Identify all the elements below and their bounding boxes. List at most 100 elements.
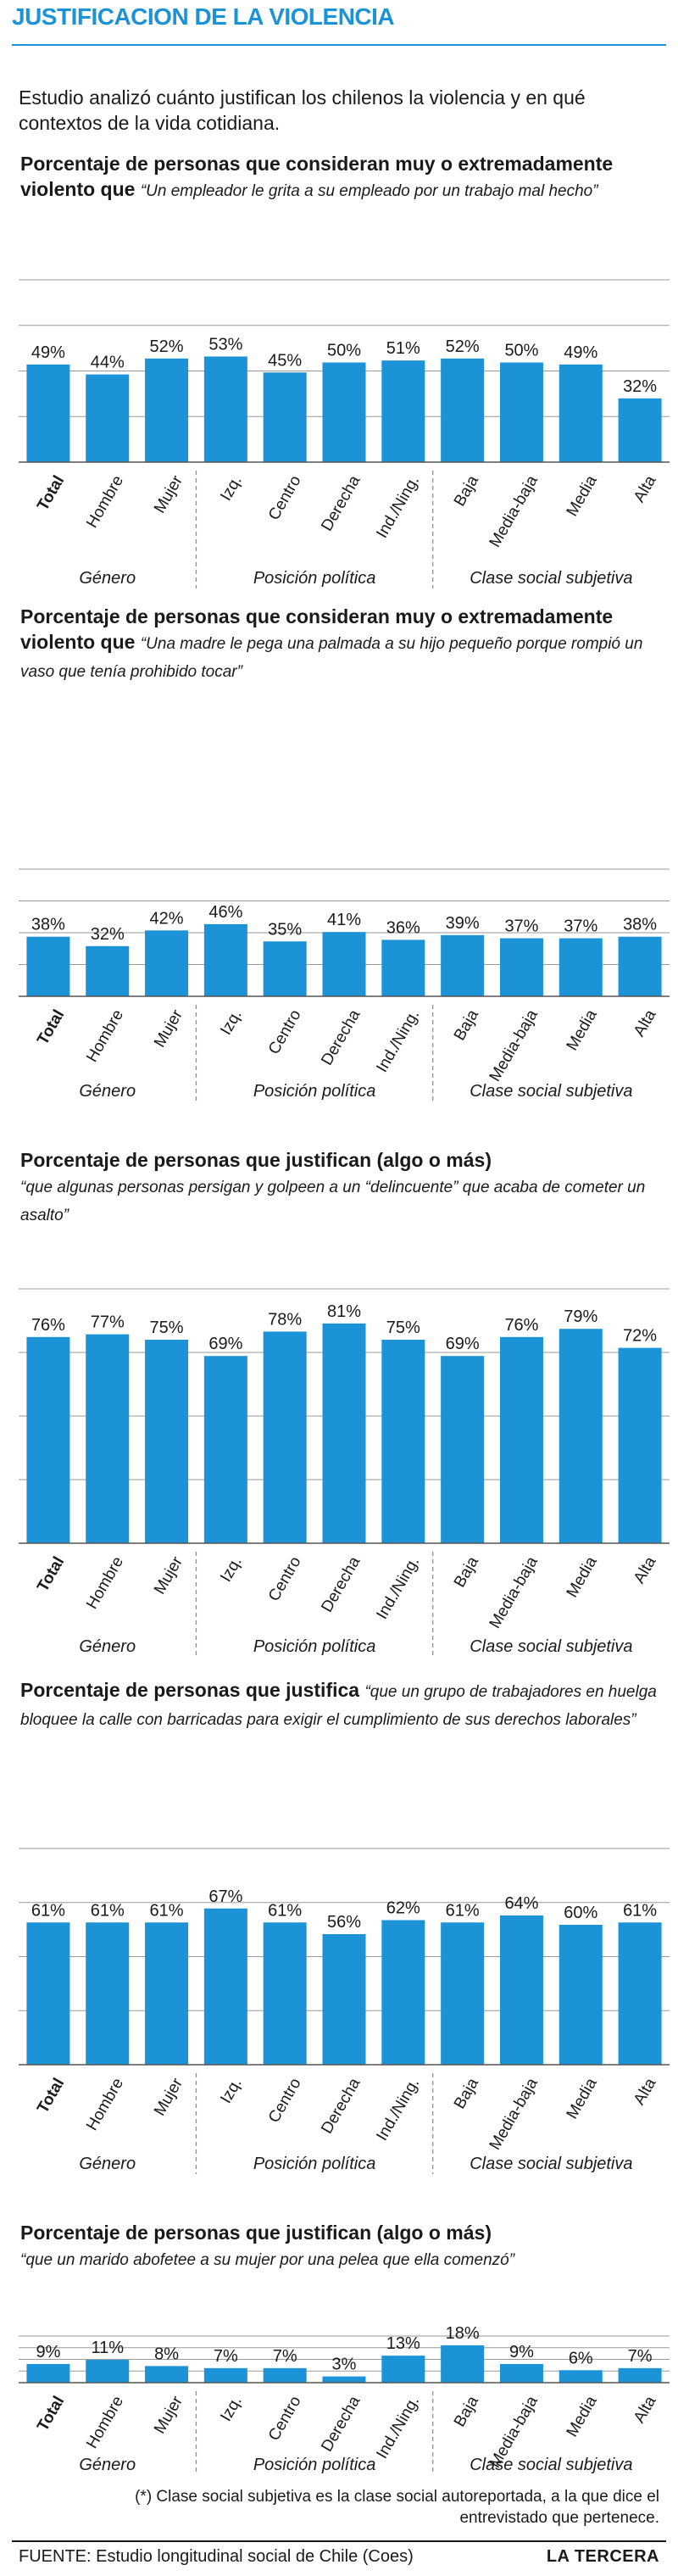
bar: [618, 1347, 662, 1543]
category-tick-label: Derecha: [318, 2075, 364, 2137]
intro-text: Estudio analizó cuánto justifican los ch…: [19, 86, 586, 134]
bar-value-label: 18%: [446, 2324, 480, 2343]
group-label: Clase social subjetiva: [470, 1637, 632, 1656]
category-tick-label: Mujer: [151, 2393, 186, 2437]
bar: [559, 938, 603, 996]
group-label: Género: [79, 2456, 136, 2474]
bar: [145, 930, 189, 996]
bar: [559, 1925, 603, 2065]
chart-title-bold: Porcentaje de personas que justifican (a…: [20, 1149, 492, 1171]
bar-chart-5: 9% Total 11% Hombre 8% Mujer 7% Izq. 7% Centro 3% D…: [19, 2324, 670, 2475]
category-tick-label: Baja: [451, 1006, 482, 1044]
bar: [26, 364, 70, 462]
bar-value-label: 61%: [446, 1901, 480, 1920]
bar-value-label: 7%: [273, 2347, 297, 2366]
bar-value-label: 49%: [31, 343, 65, 362]
category-tick-label: Baja: [451, 1553, 482, 1591]
bar: [263, 941, 307, 996]
bar-value-label: 53%: [208, 335, 242, 354]
chart-title-quote: “que un marido abofetee a su mujer por u…: [20, 2251, 515, 2269]
bar-chart-1: 49% Total 44% Hombre 52% Mujer 53% Izq. 45% Centr…: [19, 279, 670, 588]
bar-value-label: 45%: [268, 351, 302, 370]
bar-value-label: 46%: [208, 903, 242, 922]
bar: [441, 2345, 485, 2383]
category-tick-label: Hombre: [83, 2393, 127, 2451]
bar-value-label: 13%: [386, 2334, 420, 2353]
bar: [381, 1340, 425, 1543]
footer-rule: [12, 2540, 666, 2542]
bar-value-label: 62%: [386, 1899, 420, 1918]
category-tick-label: Mujer: [151, 1006, 186, 1051]
category-tick-label: Media: [564, 2075, 601, 2122]
category-tick-label: Alta: [631, 1553, 660, 1586]
bar: [86, 2360, 130, 2383]
category-tick-label: Izq.: [217, 1553, 245, 1585]
category-tick-label: Centro: [265, 2075, 305, 2126]
bar: [263, 2367, 307, 2383]
bar-value-label: 52%: [150, 337, 184, 356]
chart-title-quote: “que un grupo de trabajadores en huelga …: [20, 1683, 657, 1729]
bar: [441, 934, 485, 996]
chart-title-1: Porcentaje de personas que consideran mu…: [20, 151, 664, 204]
bar: [381, 360, 425, 462]
bar-value-label: 56%: [327, 1913, 361, 1932]
bar: [618, 936, 662, 996]
bar: [499, 1336, 543, 1543]
bar: [559, 1329, 603, 1543]
category-tick-label: Derecha: [318, 1553, 364, 1615]
bar-value-label: 69%: [446, 1335, 480, 1353]
chart-title-5: Porcentaje de personas que justifican (a…: [20, 2220, 664, 2273]
bar-value-label: 32%: [623, 377, 657, 396]
bar-value-label: 37%: [564, 917, 597, 936]
bar-value-label: 61%: [150, 1901, 184, 1920]
bar: [203, 1356, 247, 1543]
category-tick-label: Mujer: [151, 1553, 186, 1597]
category-tick-label: Centro: [265, 1553, 305, 1604]
title-rule: [12, 44, 666, 46]
bar-value-label: 78%: [268, 1310, 302, 1329]
category-tick-label: Media-baja: [486, 1553, 542, 1631]
bar: [499, 1915, 543, 2065]
bar: [559, 364, 603, 462]
bar-value-label: 32%: [91, 925, 125, 944]
category-tick-label: Derecha: [318, 2393, 364, 2455]
category-tick-label: Total: [34, 1553, 68, 1595]
category-tick-label: Ind./Ning.: [373, 1553, 423, 1622]
group-label: Clase social subjetiva: [470, 569, 632, 588]
chart-title-2: Porcentaje de personas que consideran mu…: [20, 604, 664, 685]
bar: [145, 1340, 189, 1543]
category-tick-label: Hombre: [83, 472, 127, 531]
bar: [263, 372, 307, 462]
bar-value-label: 49%: [564, 343, 597, 362]
footnote: (*) Clase social subjetiva es la clase s…: [135, 2488, 659, 2527]
bar: [263, 1922, 307, 2065]
bar: [86, 1922, 130, 2065]
bar-value-label: 44%: [91, 354, 125, 372]
bar-value-label: 76%: [31, 1316, 65, 1335]
category-tick-label: Izq.: [217, 1006, 245, 1038]
bar: [381, 1920, 425, 2065]
category-tick-label: Centro: [265, 1006, 305, 1057]
bar-value-label: 6%: [569, 2349, 593, 2367]
bar-value-label: 75%: [386, 1319, 420, 1337]
category-tick-label: Media-baja: [486, 472, 542, 550]
chart-title-quote: “que algunas personas persigan y golpeen…: [20, 1179, 646, 1224]
group-label: Género: [79, 569, 136, 588]
chart-title-4: Porcentaje de personas que justifica “qu…: [20, 1677, 664, 1733]
bar: [499, 2363, 543, 2383]
bar-value-label: 37%: [504, 917, 538, 936]
category-tick-label: Total: [34, 2393, 68, 2434]
category-tick-label: Derecha: [318, 472, 364, 534]
bar-value-label: 67%: [208, 1887, 242, 1906]
bar-value-label: 76%: [504, 1316, 538, 1335]
category-tick-label: Hombre: [83, 1553, 127, 1612]
bar-value-label: 52%: [446, 337, 480, 356]
category-tick-label: Media-baja: [486, 1006, 542, 1084]
bar-value-label: 50%: [504, 342, 538, 360]
bar-chart-2: 38% Total 32% Hombre 42% Mujer 46% Izq. 35% Centr…: [19, 868, 670, 1101]
bar-value-label: 61%: [31, 1901, 65, 1920]
bar: [322, 362, 366, 462]
bar: [26, 1922, 70, 2065]
chart-title-bold: Porcentaje de personas que consideran mu…: [20, 605, 614, 653]
category-tick-label: Centro: [265, 2393, 305, 2444]
